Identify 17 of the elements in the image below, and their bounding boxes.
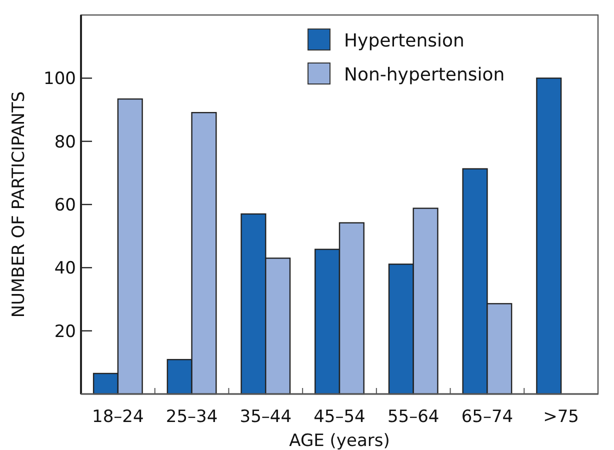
bar — [536, 78, 562, 395]
y-tick-label: 100 — [44, 69, 76, 90]
x-tick-label: 45–54 — [314, 407, 366, 427]
y-tick-label: 40 — [54, 258, 76, 279]
x-tick-label: 65–74 — [461, 407, 514, 427]
x-tick-label: 25–34 — [166, 407, 218, 427]
legend-label: Hypertension — [344, 30, 464, 52]
y-tick-label: 20 — [54, 322, 76, 342]
y-axis-title: NUMBER OF PARTICIPANTS — [9, 91, 29, 318]
x-tick-label: 18–24 — [92, 407, 144, 427]
x-tick-label: 55–64 — [387, 407, 440, 427]
x-tick-label: 35–44 — [240, 407, 292, 427]
y-tick-label: 60 — [54, 195, 76, 216]
x-axis-title: AGE (years) — [289, 431, 390, 450]
y-tick-label: 80 — [54, 132, 76, 152]
x-tick-label: >75 — [543, 407, 580, 427]
legend-label: Non-hypertension — [344, 64, 505, 86]
